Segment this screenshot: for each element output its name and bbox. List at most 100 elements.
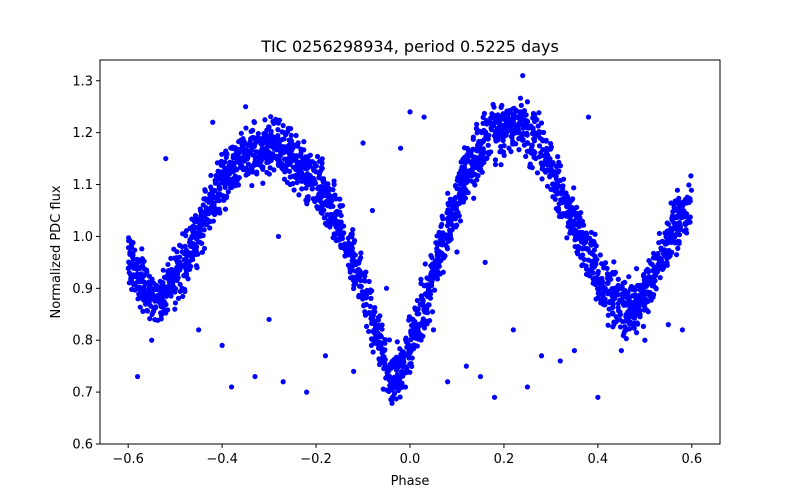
scatter-points bbox=[125, 72, 695, 406]
data-point bbox=[610, 311, 616, 317]
data-point bbox=[261, 131, 267, 137]
data-point bbox=[677, 202, 683, 208]
data-point bbox=[288, 132, 294, 138]
data-point bbox=[258, 148, 264, 154]
data-point bbox=[683, 211, 690, 217]
data-point bbox=[197, 226, 203, 232]
data-point bbox=[321, 186, 328, 192]
data-point bbox=[262, 117, 268, 123]
data-point bbox=[574, 204, 580, 211]
y-tick-label: 1.1 bbox=[72, 178, 93, 193]
data-point bbox=[571, 219, 577, 225]
data-point bbox=[532, 115, 538, 121]
x-tick-label: −0.2 bbox=[300, 452, 332, 467]
data-point bbox=[658, 247, 665, 253]
data-point bbox=[368, 342, 375, 348]
data-point bbox=[644, 289, 651, 295]
data-point bbox=[464, 156, 471, 162]
data-point bbox=[215, 176, 221, 182]
y-tick-label: 1.2 bbox=[72, 126, 93, 141]
data-point bbox=[523, 112, 529, 118]
data-point bbox=[129, 286, 135, 293]
data-point bbox=[249, 182, 255, 189]
data-point bbox=[642, 337, 648, 343]
data-point bbox=[398, 358, 404, 364]
data-point bbox=[351, 368, 357, 374]
data-point bbox=[640, 323, 647, 329]
data-point bbox=[587, 267, 594, 273]
data-point bbox=[605, 312, 611, 318]
data-point bbox=[454, 222, 460, 228]
data-point bbox=[228, 145, 234, 151]
data-point bbox=[617, 324, 624, 330]
data-point bbox=[448, 218, 454, 224]
data-point bbox=[358, 250, 364, 256]
data-point bbox=[375, 314, 382, 320]
data-point bbox=[536, 110, 542, 116]
data-point bbox=[201, 245, 208, 252]
data-point bbox=[490, 101, 496, 108]
data-point bbox=[408, 330, 414, 336]
data-point bbox=[309, 186, 315, 192]
data-point bbox=[319, 190, 325, 197]
data-point bbox=[583, 271, 590, 277]
data-point bbox=[469, 158, 475, 165]
data-point bbox=[183, 273, 189, 279]
data-point bbox=[234, 178, 240, 184]
data-point bbox=[415, 306, 421, 312]
data-point bbox=[517, 95, 524, 101]
data-point bbox=[576, 216, 583, 222]
data-point bbox=[666, 254, 672, 260]
data-point bbox=[144, 269, 150, 275]
data-point bbox=[376, 356, 382, 362]
data-point bbox=[194, 265, 200, 271]
data-point bbox=[170, 271, 176, 278]
data-point bbox=[187, 225, 193, 231]
data-point bbox=[304, 163, 311, 169]
data-point bbox=[407, 369, 413, 375]
data-point bbox=[322, 353, 329, 359]
data-point bbox=[605, 291, 611, 297]
data-point bbox=[266, 124, 272, 130]
data-point bbox=[207, 225, 213, 231]
data-point bbox=[488, 115, 494, 121]
data-point bbox=[421, 323, 427, 329]
data-point bbox=[595, 287, 602, 293]
data-point bbox=[157, 278, 163, 285]
data-point bbox=[512, 114, 518, 120]
data-point bbox=[665, 322, 671, 328]
data-point bbox=[604, 280, 611, 287]
data-point bbox=[293, 132, 299, 139]
data-point bbox=[221, 171, 227, 177]
data-point bbox=[307, 176, 313, 183]
data-point bbox=[591, 253, 598, 259]
data-point bbox=[592, 281, 599, 288]
data-point bbox=[553, 163, 560, 170]
data-point bbox=[404, 344, 410, 350]
data-point bbox=[368, 295, 374, 301]
data-point bbox=[538, 353, 545, 359]
data-point bbox=[635, 321, 641, 327]
data-point bbox=[372, 309, 378, 315]
data-point bbox=[406, 314, 413, 320]
data-point bbox=[524, 148, 530, 154]
data-point bbox=[538, 120, 545, 126]
data-point bbox=[250, 127, 256, 133]
data-point bbox=[243, 165, 249, 172]
data-point bbox=[393, 378, 399, 384]
data-point bbox=[281, 176, 288, 182]
data-point bbox=[684, 194, 690, 200]
data-point bbox=[477, 373, 484, 380]
data-point bbox=[366, 278, 372, 285]
data-point bbox=[202, 196, 209, 202]
data-point bbox=[581, 245, 588, 251]
data-point bbox=[370, 349, 376, 355]
data-point bbox=[127, 251, 133, 257]
data-point bbox=[276, 142, 283, 149]
data-point bbox=[600, 293, 606, 299]
data-point bbox=[199, 249, 205, 255]
data-point bbox=[184, 251, 191, 257]
data-point bbox=[666, 247, 672, 254]
data-point bbox=[350, 260, 357, 266]
y-axis-label: Normalized PDC flux bbox=[49, 185, 64, 318]
